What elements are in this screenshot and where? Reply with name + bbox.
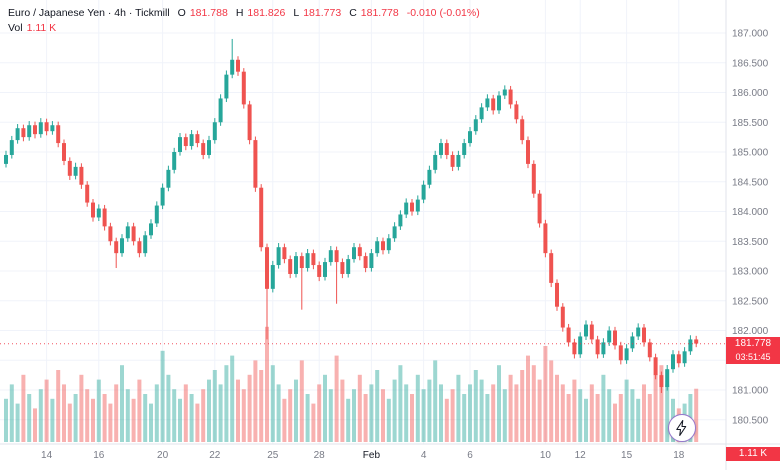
change-value: -0.010 (-0.01%) <box>406 7 480 19</box>
svg-text:Feb: Feb <box>363 450 381 461</box>
chart-legend: Euro / Japanese Yen · 4h · Tickmill O 18… <box>8 6 480 36</box>
flash-button[interactable] <box>668 414 696 442</box>
svg-text:22: 22 <box>209 450 221 461</box>
high-value: 181.826 <box>247 7 286 19</box>
svg-text:184.000: 184.000 <box>732 207 769 218</box>
svg-text:182.500: 182.500 <box>732 296 769 307</box>
svg-text:187.000: 187.000 <box>732 29 769 40</box>
svg-text:16: 16 <box>93 450 105 461</box>
svg-text:183.500: 183.500 <box>732 237 769 248</box>
svg-text:25: 25 <box>267 450 279 461</box>
svg-text:18: 18 <box>673 450 685 461</box>
flash-icon <box>673 419 691 437</box>
svg-text:185.000: 185.000 <box>732 148 769 159</box>
svg-text:186.500: 186.500 <box>732 58 769 69</box>
svg-text:181.000: 181.000 <box>732 386 769 397</box>
close-value: 181.778 <box>360 7 399 19</box>
low-label: L <box>293 7 300 19</box>
svg-text:20: 20 <box>157 450 169 461</box>
svg-text:185.500: 185.500 <box>732 118 769 129</box>
open-value: 181.788 <box>189 7 228 19</box>
svg-text:186.000: 186.000 <box>732 88 769 99</box>
svg-text:15: 15 <box>621 450 633 461</box>
last-price-label: 181.778 <box>726 336 780 351</box>
low-value: 181.773 <box>303 7 342 19</box>
open-label: O <box>177 7 186 19</box>
volume-label: Vol <box>8 22 23 34</box>
svg-text:183.000: 183.000 <box>732 267 769 278</box>
volume-value: 1.11 K <box>26 22 57 34</box>
svg-text:180.500: 180.500 <box>732 415 769 426</box>
svg-text:6: 6 <box>467 450 473 461</box>
close-label: C <box>349 7 357 19</box>
countdown-label: 03:51:45 <box>726 350 780 364</box>
symbol-title[interactable]: Euro / Japanese Yen · 4h · Tickmill <box>8 7 170 19</box>
svg-text:28: 28 <box>314 450 326 461</box>
legend-row-symbol: Euro / Japanese Yen · 4h · Tickmill O 18… <box>8 6 480 21</box>
svg-text:4: 4 <box>421 450 427 461</box>
svg-text:14: 14 <box>41 450 53 461</box>
volume-axis-label: 1.11 K <box>726 447 780 461</box>
svg-text:182.000: 182.000 <box>732 326 769 337</box>
legend-row-volume: Vol 1.11 K <box>8 21 480 36</box>
high-label: H <box>235 7 244 19</box>
svg-text:10: 10 <box>540 450 552 461</box>
svg-text:12: 12 <box>575 450 587 461</box>
svg-text:184.500: 184.500 <box>732 177 769 188</box>
